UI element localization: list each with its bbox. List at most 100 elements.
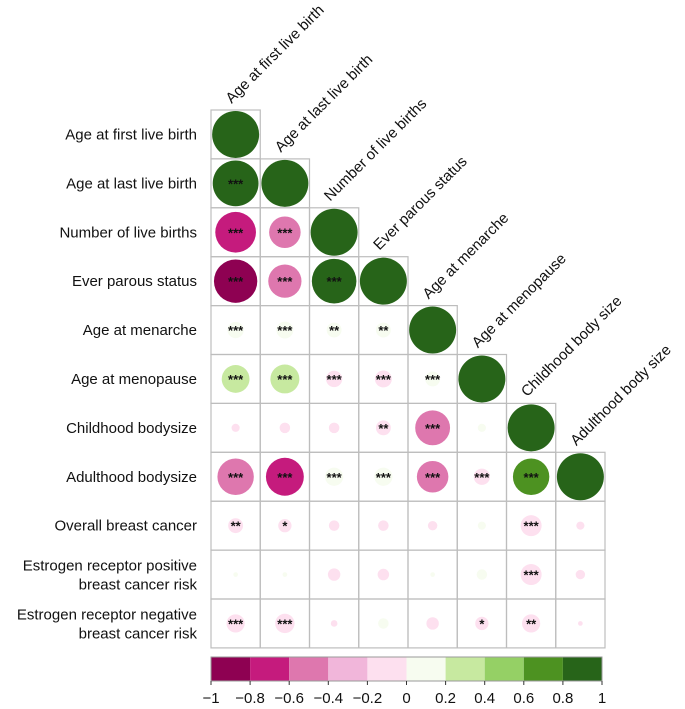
row-label: Number of live births xyxy=(59,224,197,241)
correlation-circle xyxy=(375,322,391,338)
colorbar-tick-label: 0.4 xyxy=(474,690,495,707)
column-label: Adulthood body size xyxy=(567,342,675,450)
correlation-circle xyxy=(430,572,435,577)
significance-stars: *** xyxy=(228,372,244,387)
grid-cell xyxy=(555,598,606,649)
column-label: Number of live births xyxy=(321,95,430,204)
correlation-circle xyxy=(473,468,491,485)
colorbar-segment xyxy=(289,657,329,681)
correlation-circle xyxy=(279,422,291,434)
correlation-circle xyxy=(270,364,300,394)
column-label: Age at menarche xyxy=(419,210,512,303)
correlation-circle xyxy=(576,521,585,530)
column-label: Childhood body size xyxy=(518,293,626,401)
colorbar-tick-label: 0.8 xyxy=(552,690,573,707)
correlation-circle xyxy=(226,614,245,633)
correlation-circle xyxy=(275,613,295,634)
correlation-circle xyxy=(221,365,250,393)
correlation-circle xyxy=(217,458,254,495)
significance-stars: *** xyxy=(277,225,293,240)
correlation-circle xyxy=(213,259,258,303)
correlation-circle xyxy=(477,521,486,530)
significance-stars: *** xyxy=(228,274,244,289)
colorbar-tick-label: −0.8 xyxy=(235,690,265,707)
row-label: Estrogen receptor positive breast cancer … xyxy=(23,558,198,594)
correlation-circle xyxy=(328,422,340,434)
correlation-circle xyxy=(374,370,392,388)
correlation-circle xyxy=(416,460,449,493)
column-label: Ever parous status xyxy=(370,153,470,253)
correlation-circle xyxy=(212,110,260,158)
correlation-circle xyxy=(425,371,441,387)
colorbar: −1 −0.8 −0.6 −0.4 −0.2 0 0.2 0.4 0.6 0.8 1 xyxy=(202,656,606,707)
correlation-circle xyxy=(374,467,393,486)
row-label: Age at menarche xyxy=(83,322,197,339)
correlation-circle xyxy=(327,568,341,581)
colorbar-segment xyxy=(328,657,368,681)
correlation-circle xyxy=(458,355,506,403)
significance-stars: *** xyxy=(228,616,244,631)
significance-stars: *** xyxy=(228,470,244,485)
significance-stars: *** xyxy=(277,372,293,387)
correlation-circle xyxy=(512,458,550,495)
correlation-circle xyxy=(278,519,292,533)
colorbar-segment xyxy=(250,657,290,681)
correlation-circle xyxy=(227,321,244,339)
row-label: Overall breast cancer xyxy=(54,518,197,535)
column-label: Age at last live birth xyxy=(272,51,377,156)
significance-stars: *** xyxy=(277,616,293,631)
correlation-circle xyxy=(269,216,301,249)
correlation-circle xyxy=(282,572,288,577)
colorbar-segment xyxy=(445,657,485,681)
colorbar-segment xyxy=(562,657,602,681)
cell-grid xyxy=(210,109,606,649)
significance-stars: *** xyxy=(277,274,293,289)
colorbar-segment xyxy=(406,657,446,681)
significance-stars: * xyxy=(479,616,485,631)
colorbar-segment xyxy=(523,657,563,681)
significance-stars: *** xyxy=(327,470,343,485)
correlation-circle xyxy=(475,616,489,631)
colorbar-tick-label: 0 xyxy=(402,690,410,707)
colorbar-segment xyxy=(484,657,524,681)
significance-stars: ** xyxy=(378,421,389,436)
correlation-circle xyxy=(507,404,555,452)
row-label: Estrogen receptor negative breast cancer … xyxy=(17,606,198,642)
correlation-circle xyxy=(325,370,343,388)
correlation-circle xyxy=(415,410,451,446)
colorbar-tick-label: 0.6 xyxy=(513,690,534,707)
significance-labels: ****** ****** *** ****** *** ** ***** *** *** ***… xyxy=(228,176,540,631)
significance-stars: *** xyxy=(327,274,343,289)
significance-stars: *** xyxy=(524,568,540,583)
significance-stars: *** xyxy=(425,470,441,485)
row-labels: Age at first live birth Age at last live … xyxy=(17,126,198,642)
correlation-circle xyxy=(310,208,358,256)
colorbar-tick-label: −0.6 xyxy=(274,690,304,707)
correlation-circle xyxy=(261,159,309,207)
column-label: Age at menopause xyxy=(469,250,570,351)
correlation-circle xyxy=(477,423,486,432)
colorbar-tick-label: −0.2 xyxy=(353,690,383,707)
significance-stars: *** xyxy=(425,421,441,436)
correlation-circle xyxy=(378,520,389,531)
significance-stars: *** xyxy=(524,519,540,534)
colorbar-tick-label: −0.4 xyxy=(313,690,343,707)
correlation-circle xyxy=(212,160,259,207)
correlation-circle xyxy=(378,618,389,629)
correlation-circle xyxy=(328,520,340,531)
correlation-circle xyxy=(330,620,338,627)
correlation-circle xyxy=(520,515,542,537)
correlation-circle xyxy=(578,621,583,626)
colorbar-tick-label: 0.2 xyxy=(435,690,456,707)
correlation-circle xyxy=(268,264,302,298)
colorbar-segment xyxy=(367,657,407,681)
significance-stars: ** xyxy=(526,616,537,631)
significance-stars: *** xyxy=(376,372,392,387)
correlation-circle xyxy=(520,564,542,586)
significance-stars: ** xyxy=(329,323,340,338)
correlation-circle xyxy=(377,568,390,581)
row-label: Age at first live birth xyxy=(65,126,197,143)
correlation-circle xyxy=(409,306,457,354)
significance-stars: *** xyxy=(474,470,490,485)
